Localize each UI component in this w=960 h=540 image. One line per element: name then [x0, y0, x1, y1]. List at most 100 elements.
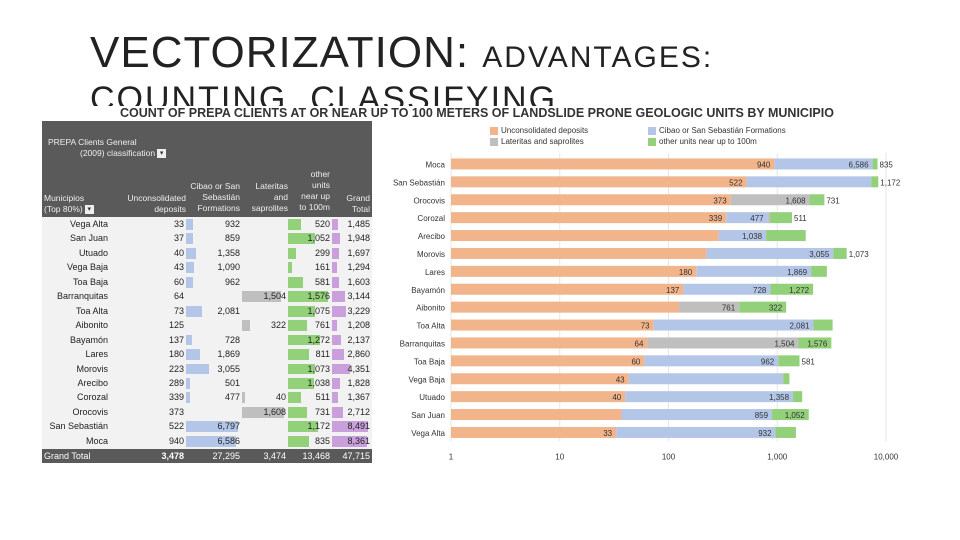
cell-databar — [186, 305, 202, 317]
header-municipios: Municipios (Top 80%) ▾ — [44, 193, 94, 215]
header-other-line2: units — [312, 180, 330, 190]
cell-cibao: 501 — [224, 377, 240, 388]
x-tick-label: 10 — [555, 452, 564, 461]
cell-unconsolidated: 125 — [168, 320, 184, 331]
bar-segment — [621, 409, 773, 421]
table-row: Vega Alta 33 932 520 1,485 — [42, 218, 372, 231]
cell-databar — [242, 406, 284, 418]
table-row: Vega Baja 43 1,090 161 1,294 — [42, 261, 372, 274]
cell-databar — [186, 219, 194, 230]
x-tick-label: 100 — [662, 452, 676, 461]
y-tick-label: Corozal — [417, 214, 445, 223]
table-header: PREPA Clients General (2009) classificat… — [42, 121, 372, 217]
bar-segment — [730, 194, 810, 206]
cell-unconsolidated: 73 — [173, 305, 184, 316]
data-label: 40 — [612, 393, 621, 402]
cell-lateritas — [240, 218, 286, 231]
y-tick-label: Utuado — [419, 393, 445, 402]
total-lateritas: 3,474 — [263, 451, 286, 461]
cell-unconsolidated: 33 — [173, 219, 184, 229]
cell-other: 835 — [314, 435, 330, 446]
cell-grand: 2,712 — [347, 406, 370, 417]
legend-swatch — [648, 126, 656, 135]
data-label: 180 — [679, 268, 693, 277]
cell-databar — [288, 363, 316, 375]
cell-grand: 1,208 — [347, 320, 370, 331]
data-label: 581 — [802, 357, 816, 366]
x-tick-label: 1 — [449, 452, 454, 461]
cell-other: 1,272 — [307, 334, 330, 345]
cell-databar — [332, 247, 340, 259]
cell-databar — [332, 406, 344, 418]
cell-lateritas — [240, 334, 286, 347]
pivot-table: PREPA Clients General (2009) classificat… — [42, 121, 372, 463]
filter-icon[interactable]: ▾ — [84, 205, 94, 215]
data-label: 3,055 — [809, 250, 830, 259]
cell-unconsolidated: 137 — [168, 334, 184, 345]
header-cibao-line2: Sebastián — [202, 192, 240, 202]
cell-databar — [288, 305, 316, 317]
cell-cibao: 6,586 — [217, 435, 240, 446]
cell-databar — [332, 291, 346, 303]
bar-segment — [451, 158, 775, 170]
bar-segment — [770, 283, 814, 295]
table-row: Toa Alta 73 2,081 1,075 3,229 — [42, 305, 372, 318]
cell-databar — [332, 435, 368, 447]
cell-municipio: Vega Alta — [69, 219, 108, 229]
x-tick-label: 10,000 — [874, 452, 899, 461]
header-grand-line2: Total — [352, 204, 370, 214]
cell-cibao: 1,869 — [217, 349, 240, 360]
cell-databar — [186, 233, 193, 245]
cell-lateritas: 40 — [275, 392, 286, 403]
cell-municipio: Moca — [85, 435, 108, 446]
bar-segment — [739, 301, 787, 313]
cell-grand: 1,697 — [347, 247, 370, 258]
filter-icon[interactable]: ▾ — [157, 149, 167, 159]
header-grand: Grand Total — [332, 193, 370, 215]
cell-lateritas — [240, 420, 286, 433]
cell-municipio: Lares — [85, 349, 108, 360]
data-label: 322 — [769, 304, 783, 313]
cell-grand: 8,491 — [347, 421, 370, 432]
cell-databar — [288, 291, 328, 303]
bar-segment — [872, 158, 878, 170]
header-other-line1: other — [310, 169, 330, 179]
cell-databar — [186, 349, 201, 360]
cell-databar — [288, 392, 301, 404]
bar-segment — [718, 230, 767, 242]
bar-segment — [644, 355, 779, 367]
bar-segment — [871, 176, 879, 188]
cell-databar — [186, 392, 190, 404]
legend-label: Lateritas and saprolites — [501, 137, 584, 146]
cell-unconsolidated: 40 — [173, 247, 184, 258]
legend-item: other units near up to 100m — [648, 137, 757, 146]
y-tick-label: San Sebastián — [393, 178, 445, 187]
bar-segment — [451, 426, 617, 438]
cell-other: 811 — [315, 349, 330, 360]
bar-segment — [451, 409, 622, 421]
cell-other: 299 — [314, 247, 330, 258]
y-tick-label: Lares — [425, 268, 445, 277]
bar-segment — [706, 247, 834, 259]
cell-databar — [288, 406, 307, 418]
data-label: 835 — [880, 160, 894, 169]
table-row: Lares 180 1,869 811 2,860 — [42, 348, 372, 361]
cell-lateritas: 322 — [270, 320, 286, 331]
cell-databar — [288, 276, 303, 288]
bar-segment — [451, 373, 629, 385]
cell-lateritas — [240, 377, 286, 390]
cell-other: 1,075 — [307, 305, 330, 316]
data-label: 940 — [757, 160, 771, 169]
cell-grand: 1,603 — [347, 276, 370, 287]
cell-grand: 1,485 — [347, 219, 370, 229]
header-municipios-line1: Municipios — [44, 193, 85, 203]
bar-segment — [451, 176, 747, 188]
cell-grand: 2,860 — [347, 349, 370, 360]
cell-municipio: San Juan — [69, 233, 108, 244]
cell-unconsolidated: 373 — [168, 406, 184, 417]
cell-databar — [186, 247, 197, 259]
cell-databar — [332, 233, 341, 245]
total-label: Grand Total — [44, 451, 91, 461]
table-row: Utuado 40 1,358 299 1,697 — [42, 247, 372, 260]
cell-other: 761 — [314, 320, 330, 331]
